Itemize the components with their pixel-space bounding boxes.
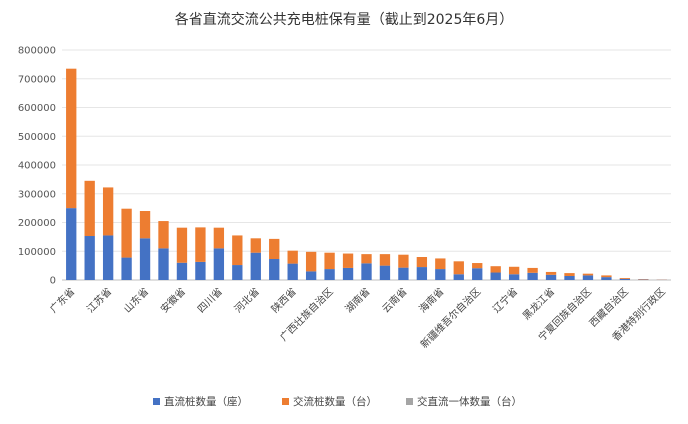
bar-segment-series-0 xyxy=(435,269,446,280)
y-tick-label: 200000 xyxy=(18,218,56,229)
bar-segment-series-1 xyxy=(545,271,557,275)
bar-segment-series-1 xyxy=(508,266,520,275)
bar-segment-series-0 xyxy=(158,248,169,280)
bar-segment-series-0 xyxy=(490,272,501,280)
x-tick-label: 山东省 xyxy=(121,285,151,315)
bar-segment-series-0 xyxy=(342,267,354,280)
bar-segment-series-0 xyxy=(269,259,280,280)
bar-segment-series-1 xyxy=(619,277,631,279)
bar-segment-series-0 xyxy=(398,267,409,280)
bar-segment-series-1 xyxy=(102,187,114,236)
bar-segment-series-1 xyxy=(176,227,188,263)
bar-segment-series-0 xyxy=(472,268,483,280)
x-tick-label: 云南省 xyxy=(379,285,409,315)
bar-segment-series-0 xyxy=(250,252,261,280)
y-tick-label: 700000 xyxy=(18,74,56,85)
x-tick-label: 陕西省 xyxy=(268,285,298,315)
x-tick-label: 江苏省 xyxy=(84,285,114,315)
bar-segment-series-1 xyxy=(213,227,225,249)
y-tick-label: 0 xyxy=(50,276,56,287)
bar-segment-series-0 xyxy=(287,263,298,280)
bar-segment-series-0 xyxy=(84,236,95,280)
legend-label-2: 交直流一体数量（台） xyxy=(417,395,522,408)
legend-swatch-1 xyxy=(282,398,289,405)
bar-segment-series-1 xyxy=(232,235,243,266)
y-tick-label: 300000 xyxy=(18,189,56,200)
y-axis: 0 100000 200000 300000 400000 500000 600000 700… xyxy=(18,46,56,287)
legend-swatch-0 xyxy=(153,398,160,405)
bar-segment-series-1 xyxy=(564,273,575,276)
x-tick-label: 新疆维吾尔自治区 xyxy=(418,285,484,351)
bar-segment-series-0 xyxy=(416,267,428,280)
y-tick-label: 100000 xyxy=(18,247,56,258)
bar-segment-series-1 xyxy=(84,180,95,237)
x-tick-label: 黑龙江省 xyxy=(520,285,557,322)
x-tick-label: 辽宁省 xyxy=(490,285,520,315)
bar-segment-series-0 xyxy=(195,261,206,280)
bar-segment-series-1 xyxy=(416,257,428,268)
bar-segment-series-1 xyxy=(490,266,501,273)
bar-segment-series-1 xyxy=(453,261,464,275)
grid-lines xyxy=(62,49,671,281)
bar-segment-series-1 xyxy=(287,250,298,264)
bar-segment-series-0 xyxy=(564,275,575,280)
y-tick-label: 400000 xyxy=(18,161,56,172)
bar-segment-series-0 xyxy=(121,257,132,280)
bar-segment-series-1 xyxy=(527,267,538,273)
chart-title: 各省直流交流公共充电桩保有量（截止到2025年6月） xyxy=(175,11,514,28)
bar-segment-series-0 xyxy=(213,248,225,280)
bar-segment-series-1 xyxy=(379,254,391,266)
bar-segment-series-1 xyxy=(601,275,612,278)
x-tick-label: 四川省 xyxy=(195,285,225,315)
bar-segment-series-1 xyxy=(158,221,169,249)
bar-segment-series-0 xyxy=(601,277,612,280)
x-tick-label: 安徽省 xyxy=(158,285,188,315)
bar-segment-series-1 xyxy=(139,211,151,239)
bar-segment-series-0 xyxy=(232,265,243,280)
bar-segment-series-1 xyxy=(269,238,280,260)
x-tick-label: 海南省 xyxy=(416,285,446,315)
bar-segment-series-0 xyxy=(66,208,77,280)
legend-label-0: 直流桩数量（座） xyxy=(164,395,248,408)
bar-segment-series-1 xyxy=(66,68,77,209)
bars xyxy=(66,68,667,280)
y-tick-label: 600000 xyxy=(18,103,56,114)
bar-segment-series-0 xyxy=(545,274,557,280)
bar-segment-series-1 xyxy=(121,208,132,258)
bar-segment-series-0 xyxy=(379,265,391,280)
y-tick-label: 800000 xyxy=(18,46,56,57)
bar-segment-series-0 xyxy=(102,235,114,280)
bar-segment-series-1 xyxy=(361,254,372,264)
bar-segment-series-1 xyxy=(472,263,483,269)
y-tick-label: 500000 xyxy=(18,132,56,143)
x-tick-label: 河北省 xyxy=(231,285,261,315)
legend-swatch-2 xyxy=(406,398,413,405)
bar-segment-series-0 xyxy=(139,238,151,280)
bar-segment-series-0 xyxy=(324,269,335,280)
bar-segment-series-0 xyxy=(527,272,538,280)
bar-segment-series-1 xyxy=(305,251,317,272)
bar-segment-series-0 xyxy=(305,271,317,280)
bar-segment-series-1 xyxy=(195,227,206,262)
bar-segment-series-0 xyxy=(176,262,188,280)
bar-segment-series-0 xyxy=(361,263,372,280)
bar-segment-series-1 xyxy=(435,258,446,270)
bar-segment-series-1 xyxy=(582,273,594,276)
bar-segment-series-0 xyxy=(582,275,594,280)
bar-segment-series-1 xyxy=(324,252,335,270)
bar-segment-series-1 xyxy=(398,254,409,268)
bar-segment-series-0 xyxy=(619,278,631,280)
bar-segment-series-0 xyxy=(508,274,520,280)
bar-segment-series-1 xyxy=(250,238,261,253)
bar-segment-series-0 xyxy=(453,274,464,280)
x-tick-label: 广东省 xyxy=(47,285,77,315)
bar-segment-series-1 xyxy=(342,253,354,268)
x-tick-label: 湖南省 xyxy=(342,285,372,315)
legend-label-1: 交流桩数量（台） xyxy=(293,395,377,408)
legend: 直流桩数量（座） 交流桩数量（台） 交直流一体数量（台） xyxy=(153,395,522,408)
